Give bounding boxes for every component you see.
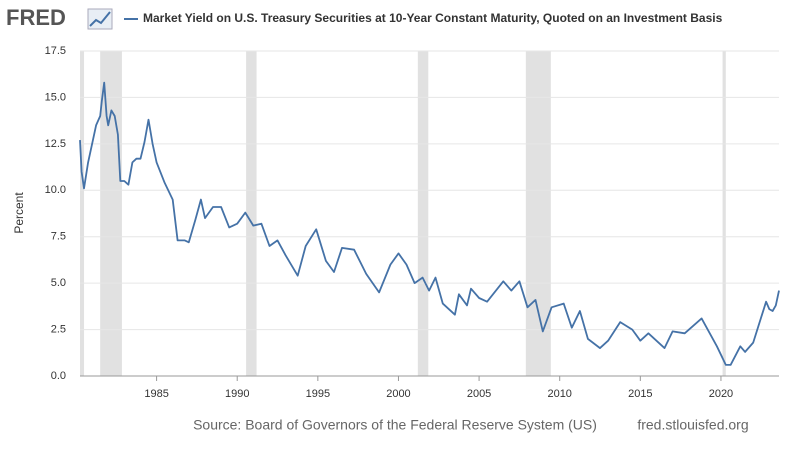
recession-band	[417, 51, 429, 376]
legend-label: Market Yield on U.S. Treasury Securities…	[143, 11, 723, 25]
series-line	[79, 81, 780, 366]
recession-band	[80, 51, 85, 376]
y-tick-label: 17.5	[45, 45, 66, 57]
y-tick-label: 15.0	[45, 91, 66, 103]
x-tick-label: 1995	[306, 388, 330, 400]
y-tick-label: 2.5	[51, 323, 66, 335]
recession-band	[525, 51, 551, 376]
x-tick-label: 2000	[386, 388, 410, 400]
y-tick-label: 7.5	[51, 231, 66, 243]
y-tick-label: 12.5	[45, 138, 66, 150]
y-tick-label: 5.0	[51, 277, 66, 289]
logo-icon	[87, 8, 113, 30]
x-tick-label: 2020	[709, 388, 733, 400]
y-tick-label: 0.0	[51, 370, 66, 382]
x-tick-label: 1990	[225, 388, 249, 400]
y-axis-label: Percent	[12, 192, 26, 234]
recession-band	[246, 51, 257, 376]
url: fred.stlouisfed.org	[637, 417, 748, 433]
x-tick-label: 2005	[467, 388, 491, 400]
recession-band	[100, 51, 122, 376]
y-tick-label: 10.0	[45, 184, 66, 196]
source: Source: Board of Governors of the Federa…	[193, 417, 597, 433]
recession-band	[722, 51, 726, 376]
logo: FRED	[6, 5, 66, 30]
x-tick-label: 2010	[547, 388, 571, 400]
x-tick-label: 1985	[144, 388, 168, 400]
x-tick-label: 2015	[628, 388, 652, 400]
